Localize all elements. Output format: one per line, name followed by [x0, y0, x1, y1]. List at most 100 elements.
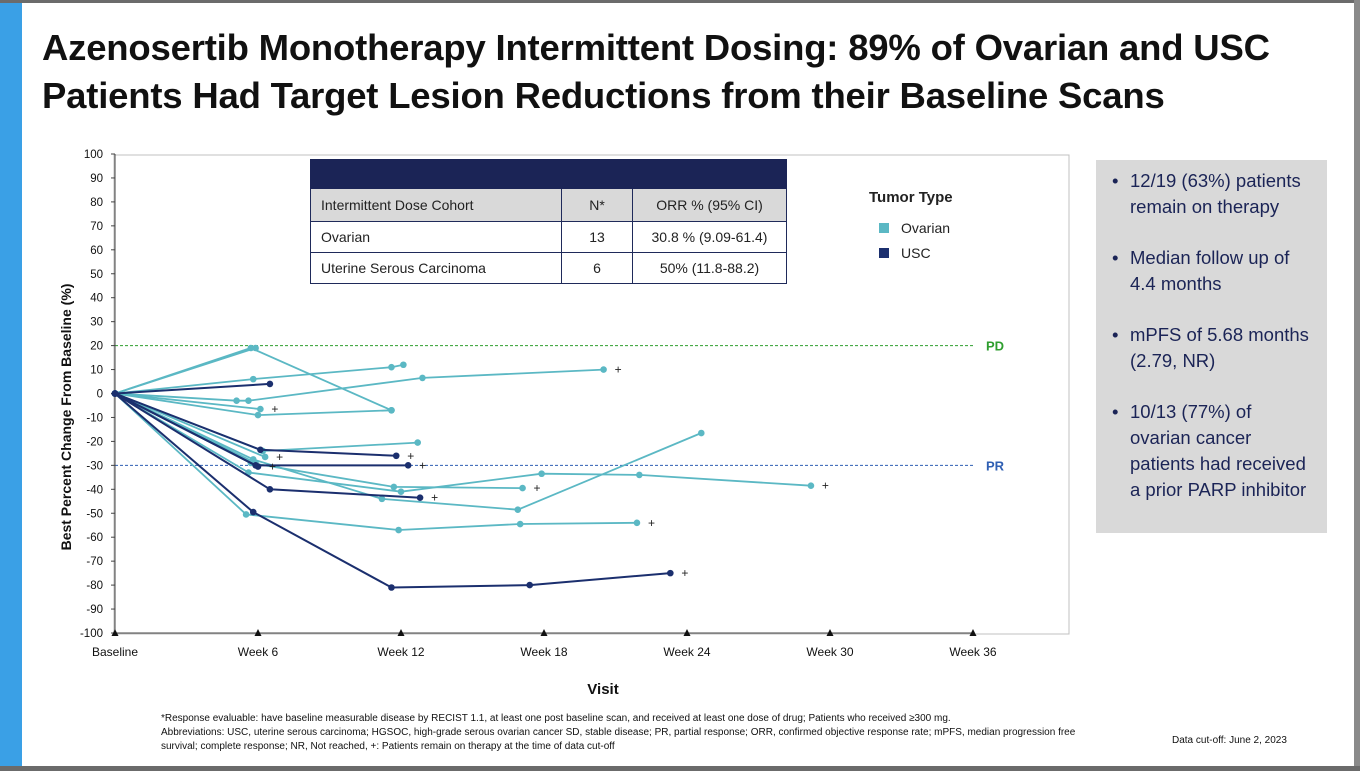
data-point — [636, 471, 643, 479]
ongoing-marker: + — [419, 458, 426, 472]
cohort-cell: Uterine Serous Carcinoma — [310, 252, 562, 284]
legend-item-ovarian: Ovarian — [879, 220, 950, 236]
table-row: Uterine Serous Carcinoma 6 50% (11.8-88.… — [310, 252, 787, 284]
orr-cell: 50% (11.8-88.2) — [632, 252, 787, 284]
slide-accent-bar — [0, 3, 22, 766]
data-point — [388, 406, 395, 414]
summary-bullet: Median follow up of 4.4 months — [1112, 245, 1317, 297]
data-point — [414, 439, 421, 446]
legend-swatch-ovarian — [879, 223, 889, 233]
summary-bullet: 10/13 (77%) of ovarian cancer patients h… — [1112, 399, 1317, 503]
data-point — [397, 488, 405, 495]
orr-table-banner — [310, 159, 787, 189]
data-point — [111, 390, 119, 397]
data-point — [404, 462, 412, 469]
y-tick-label: 70 — [90, 221, 103, 233]
y-tick-label: 90 — [90, 173, 103, 185]
data-point — [633, 519, 641, 527]
data-point — [416, 494, 424, 501]
col-orr: ORR % (95% CI) — [632, 188, 787, 222]
data-point — [388, 363, 395, 371]
window-frame-top — [0, 0, 1360, 3]
y-tick-label: 50 — [90, 269, 103, 281]
series-line — [114, 347, 256, 395]
data-point — [807, 482, 815, 490]
orr-table-header: Intermittent Dose Cohort N* ORR % (95% C… — [310, 188, 787, 222]
reference-label-pr: PR — [986, 458, 1005, 473]
data-point — [233, 397, 240, 404]
data-point — [242, 511, 250, 518]
x-tick-marker — [683, 629, 691, 636]
x-tick-label: Week 12 — [377, 645, 424, 659]
data-point — [266, 486, 274, 493]
ongoing-marker: + — [431, 491, 438, 505]
legend-swatch-usc — [879, 248, 889, 258]
n-cell: 6 — [561, 252, 633, 284]
legend-item-usc: USC — [879, 245, 931, 261]
x-axis-label: Visit — [587, 681, 618, 698]
data-point — [261, 453, 269, 461]
window-frame-right — [1354, 0, 1360, 771]
x-tick-label: Week 18 — [520, 645, 567, 659]
y-tick-label: -50 — [86, 508, 103, 520]
slide-title: Azenosertib Monotherapy Intermittent Dos… — [42, 27, 1270, 116]
legend-label: Ovarian — [901, 220, 951, 236]
cohort-cell: Ovarian — [310, 221, 562, 253]
y-tick-label: 40 — [90, 293, 103, 305]
series-line — [114, 392, 259, 468]
ongoing-marker: + — [822, 479, 829, 493]
data-point — [419, 374, 426, 382]
legend-label: USC — [901, 245, 931, 261]
data-point — [378, 495, 386, 503]
series-line — [114, 392, 261, 410]
data-point — [514, 506, 522, 513]
series-usc-6 — [111, 390, 674, 591]
series-line — [114, 363, 404, 395]
y-tick-label: -70 — [86, 556, 103, 568]
legend-title: Tumor Type — [869, 189, 953, 206]
orr-cell: 30.8 % (9.09-61.4) — [632, 221, 787, 253]
x-tick-marker — [111, 629, 119, 636]
data-point — [516, 520, 524, 528]
y-tick-label: -40 — [86, 484, 103, 496]
col-n: N* — [561, 188, 633, 222]
y-tick-label: -60 — [86, 532, 103, 544]
y-axis-label: Best Percent Change From Baseline (%) — [58, 284, 74, 551]
footnote: *Response evaluable: have baseline measu… — [161, 712, 1091, 754]
data-point — [254, 411, 262, 419]
window-frame-bottom — [0, 766, 1360, 771]
y-tick-label: 30 — [90, 317, 103, 329]
ongoing-marker: + — [534, 481, 541, 495]
y-tick-label: -90 — [86, 604, 103, 616]
table-row: Ovarian 13 30.8 % (9.09-61.4) — [310, 221, 787, 253]
y-tick-label: -10 — [86, 412, 103, 424]
data-point — [390, 483, 398, 491]
ongoing-marker: + — [648, 516, 655, 530]
data-point — [519, 484, 526, 492]
y-tick-label: 0 — [97, 389, 103, 401]
y-tick-label: 10 — [90, 365, 103, 377]
data-point — [249, 508, 257, 516]
ongoing-marker: + — [269, 460, 276, 474]
data-point — [257, 446, 264, 454]
x-tick-label: Week 24 — [663, 645, 710, 659]
data-point — [266, 380, 274, 388]
series-line — [114, 382, 270, 395]
x-tick-marker — [397, 629, 405, 636]
col-cohort: Intermittent Dose Cohort — [310, 188, 562, 222]
x-tick-label: Week 30 — [806, 645, 853, 659]
ongoing-marker: + — [681, 566, 688, 580]
footnote-line: Abbreviations: USC, uterine serous carci… — [161, 727, 1076, 752]
ongoing-marker: + — [407, 449, 414, 463]
x-tick-marker — [254, 629, 262, 636]
data-point — [254, 463, 262, 470]
y-tick-label: 100 — [84, 149, 103, 161]
data-point — [395, 526, 402, 534]
y-tick-label: 60 — [90, 245, 103, 257]
x-tick-marker — [826, 629, 834, 636]
summary-bullet: 12/19 (63%) patients remain on therapy — [1112, 168, 1317, 220]
y-tick-label: -80 — [86, 580, 103, 592]
series-group — [111, 344, 815, 591]
n-cell: 13 — [561, 221, 633, 253]
